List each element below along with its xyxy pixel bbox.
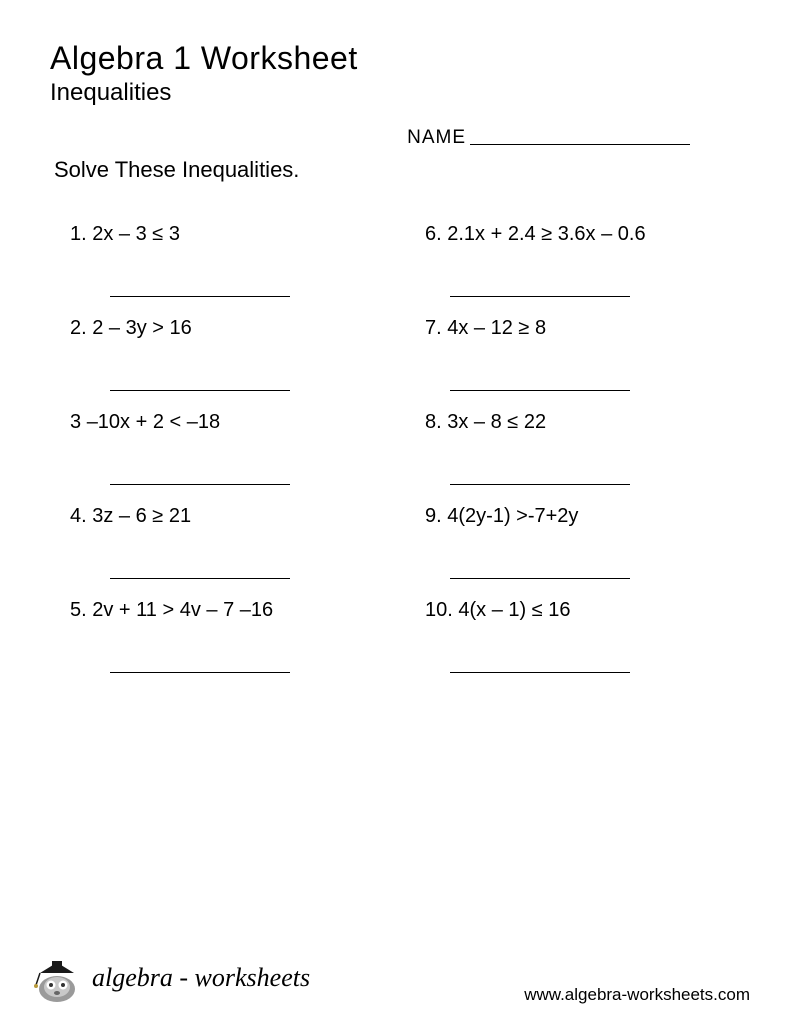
answer-line[interactable]	[450, 578, 630, 579]
problem-expression: 3x – 8 ≤ 22	[447, 411, 546, 433]
answer-line[interactable]	[450, 484, 630, 485]
answer-line[interactable]	[110, 672, 290, 673]
answer-line[interactable]	[450, 390, 630, 391]
problem-number: 8.	[425, 411, 442, 433]
logo-text: algebra - worksheets	[92, 963, 310, 993]
problem-number: 4.	[70, 505, 87, 527]
page-subtitle: Inequalities	[50, 79, 750, 107]
problem-number: 2.	[70, 317, 87, 339]
answer-line[interactable]	[110, 484, 290, 485]
problem-expression: 3z – 6 ≥ 21	[92, 505, 191, 527]
problem-7: 7. 4x – 12 ≥ 8	[425, 317, 750, 391]
problem-expression: –10x + 2 < –18	[87, 411, 220, 433]
problem-number: 6.	[425, 223, 442, 245]
problem-expression: 4(x – 1) ≤ 16	[458, 599, 570, 621]
problem-expression: 2 – 3y > 16	[92, 317, 192, 339]
answer-line[interactable]	[450, 296, 630, 297]
problem-8: 8. 3x – 8 ≤ 22	[425, 411, 750, 485]
answer-line[interactable]	[110, 296, 290, 297]
problem-number: 9.	[425, 505, 442, 527]
problem-number: 1.	[70, 223, 87, 245]
worksheet-header: Algebra 1 Worksheet Inequalities	[50, 40, 750, 107]
name-row: NAME	[50, 127, 750, 149]
problem-2: 2. 2 – 3y > 16	[70, 317, 395, 391]
problem-3: 3 –10x + 2 < –18	[70, 411, 395, 485]
left-column: 1. 2x – 3 ≤ 3 2. 2 – 3y > 16 3 –10x + 2 …	[70, 223, 395, 693]
problem-1: 1. 2x – 3 ≤ 3	[70, 223, 395, 297]
logo-area: algebra - worksheets	[30, 951, 310, 1005]
problem-expression: 2v + 11 > 4v – 7 –16	[92, 599, 273, 621]
mascot-icon	[30, 951, 84, 1005]
name-label: NAME	[407, 127, 466, 149]
problem-number: 10.	[425, 599, 453, 621]
problem-expression: 2x – 3 ≤ 3	[92, 223, 180, 245]
footer: algebra - worksheets www.algebra-workshe…	[30, 951, 750, 1005]
answer-line[interactable]	[110, 390, 290, 391]
name-input-line[interactable]	[470, 144, 690, 145]
problem-expression: 2.1x + 2.4 ≥ 3.6x – 0.6	[447, 223, 645, 245]
problem-6: 6. 2.1x + 2.4 ≥ 3.6x – 0.6	[425, 223, 750, 297]
problem-expression: 4(2y-1) >-7+2y	[447, 505, 578, 527]
problem-9: 9. 4(2y-1) >-7+2y	[425, 505, 750, 579]
answer-line[interactable]	[450, 672, 630, 673]
footer-url: www.algebra-worksheets.com	[524, 985, 750, 1005]
problem-number: 3	[70, 411, 81, 433]
right-column: 6. 2.1x + 2.4 ≥ 3.6x – 0.6 7. 4x – 12 ≥ …	[425, 223, 750, 693]
problem-4: 4. 3z – 6 ≥ 21	[70, 505, 395, 579]
problem-number: 7.	[425, 317, 442, 339]
problem-number: 5.	[70, 599, 87, 621]
problem-expression: 4x – 12 ≥ 8	[447, 317, 546, 339]
answer-line[interactable]	[110, 578, 290, 579]
problem-10: 10. 4(x – 1) ≤ 16	[425, 599, 750, 673]
problem-5: 5. 2v + 11 > 4v – 7 –16	[70, 599, 395, 673]
instruction-text: Solve These Inequalities.	[54, 157, 750, 183]
problems-container: 1. 2x – 3 ≤ 3 2. 2 – 3y > 16 3 –10x + 2 …	[70, 223, 750, 693]
page-title: Algebra 1 Worksheet	[50, 40, 750, 77]
